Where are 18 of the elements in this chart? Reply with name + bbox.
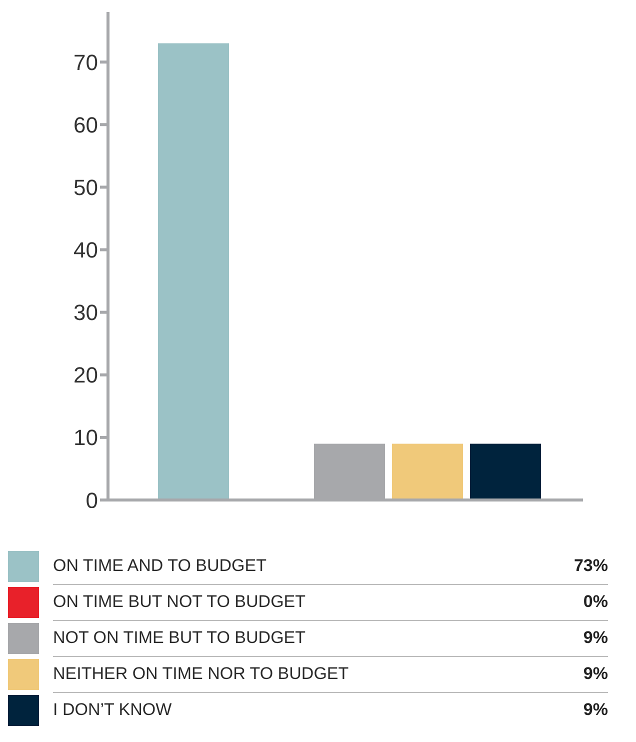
y-tick-label: 10 [74, 425, 98, 450]
text: 9% [583, 628, 608, 648]
text: 0% [583, 592, 608, 612]
y-tick-label: 50 [74, 174, 98, 200]
y-tick-label: 70 [74, 50, 98, 75]
legend-label: NOT ON TIME BUT TO BUDGET [53, 628, 307, 648]
text: 9% [583, 664, 608, 684]
y-tick-label: 60 [74, 112, 98, 138]
y-tick-label: 20 [74, 362, 98, 388]
y-tick-label: 0 [86, 488, 98, 513]
legend-label: ON TIME AND TO BUDGET [53, 556, 268, 576]
y-tick-label: 40 [74, 238, 98, 263]
y-tick-label: 30 [74, 300, 98, 326]
legend-label: NEITHER ON TIME NOR TO BUDGET [53, 664, 350, 684]
text: 73% [574, 556, 608, 576]
legend-label: ON TIME BUT NOT TO BUDGET [53, 592, 307, 612]
text: 9% [583, 700, 608, 720]
legend-label: I DON’T KNOW [53, 700, 173, 720]
